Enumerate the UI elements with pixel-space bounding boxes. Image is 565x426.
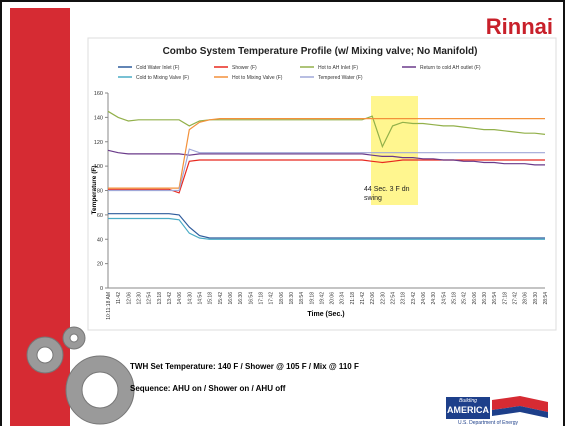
series-line: [108, 217, 545, 240]
y-tick-label: 60: [97, 213, 103, 219]
x-tick-label: 25:18: [452, 292, 458, 305]
annotation-text: 44 Sec. 3 F dn swing: [364, 186, 410, 202]
x-tick-label: 28:06: [523, 292, 529, 305]
x-tick-label: 24:30: [431, 292, 437, 305]
x-tick-label: 14:06: [177, 292, 183, 305]
chart-box: [87, 37, 557, 331]
y-tick-label: 120: [94, 140, 103, 146]
x-tick-label: 26:06: [472, 292, 478, 305]
x-tick-label: 27:18: [502, 292, 508, 305]
x-tick-label: 14:30: [187, 292, 193, 305]
x-tick-label: 17:18: [258, 292, 264, 305]
legend-label: Return to cold AH outlet (F): [420, 65, 481, 71]
x-tick-label: 21:42: [360, 292, 366, 305]
x-tick-label: 11:42: [116, 292, 122, 304]
x-tick-label: 18:30: [289, 292, 295, 305]
logo-box: [446, 397, 490, 419]
series-line: [108, 159, 545, 194]
series-line: [108, 213, 545, 239]
x-tick-label: 10:11:18 AM: [106, 292, 112, 320]
footer-logo: Building AMERICA U.S. Department of Ener…: [446, 396, 548, 426]
x-tick-label: 18:54: [299, 292, 305, 305]
x-tick-label: 23:18: [401, 292, 407, 305]
x-tick-label: 17:42: [269, 292, 275, 305]
legend-label: Cold Water Inlet (F): [136, 65, 180, 71]
y-tick-label: 160: [94, 91, 103, 97]
chart-title: Combo System Temperature Profile (w/ Mix…: [163, 46, 478, 57]
x-tick-label: 28:30: [533, 292, 539, 305]
x-tick-label: 22:54: [391, 292, 397, 305]
x-tick-label: 26:30: [482, 292, 488, 305]
x-tick-label: 20:34: [340, 292, 346, 305]
note: Sequence: AHU on / Shower on / AHU off: [130, 384, 286, 393]
x-tick-label: 21:18: [350, 292, 356, 305]
x-tick-label: 19:18: [309, 292, 315, 305]
legend-label: Hot to Mixing Valve (F): [232, 75, 283, 81]
x-tick-label: 23:42: [411, 292, 417, 305]
x-tick-label: 22:06: [370, 292, 376, 305]
x-tick-label: 19:42: [319, 292, 325, 305]
logo-bottom: U.S. Department of Energy: [458, 420, 519, 426]
x-tick-label: 25:42: [462, 292, 468, 305]
x-tick-label: 24:54: [441, 292, 447, 305]
y-axis-label: Temperature (F): [91, 166, 98, 215]
x-tick-label: 24:06: [421, 292, 427, 305]
x-tick-label: 20:06: [330, 292, 336, 305]
series-line: [107, 149, 545, 166]
annotation-highlight: [371, 96, 418, 205]
x-tick-label: 12:30: [136, 292, 142, 305]
y-tick-label: 80: [97, 189, 103, 195]
y-tick-label: 0: [100, 286, 103, 292]
gear-hole: [81, 371, 119, 409]
y-tick-label: 140: [94, 115, 103, 121]
x-tick-label: 14:54: [197, 292, 203, 305]
gears: [26, 326, 135, 425]
x-tick-label: 16:30: [238, 292, 244, 305]
x-tick-label: 13:18: [157, 292, 163, 305]
logo: Rinnai: [486, 14, 553, 39]
series-line: [107, 110, 546, 149]
logo-top: Building: [459, 398, 477, 404]
x-axis-label: Time (Sec.): [307, 311, 344, 318]
series-line: [108, 118, 545, 189]
logo-flag: [492, 406, 548, 418]
x-tick-label: 12:54: [147, 292, 153, 305]
x-tick-label: 15:18: [208, 292, 214, 305]
gear-hole: [36, 346, 54, 364]
x-tick-label: 18:06: [279, 292, 285, 305]
x-tick-label: 13:42: [167, 292, 173, 305]
y-tick-label: 100: [94, 164, 103, 170]
legend-label: Tempered Water (F): [318, 75, 363, 81]
legend-label: Shower (F): [232, 65, 257, 71]
legend-label: Hot to AH Inlet (F): [318, 65, 358, 71]
x-tick-label: 28:54: [543, 292, 549, 305]
x-tick-label: 16:06: [228, 292, 234, 305]
y-tick-label: 40: [97, 237, 103, 243]
x-tick-label: 12:06: [126, 292, 132, 305]
x-tick-label: 27:42: [513, 292, 519, 305]
x-tick-label: 15:42: [218, 292, 224, 305]
x-tick-label: 16:54: [248, 292, 254, 305]
series-line: [108, 148, 545, 192]
gear-hole: [69, 333, 79, 343]
x-tick-label: 22:30: [380, 292, 386, 305]
legend-label: Cold to Mixing Valve (F): [136, 75, 189, 81]
note: TWH Set Temperature: 140 F / Shower @ 10…: [130, 362, 359, 371]
y-tick-label: 20: [97, 262, 103, 268]
x-tick-label: 26:54: [492, 292, 498, 305]
logo-main: AMERICA: [447, 405, 489, 415]
